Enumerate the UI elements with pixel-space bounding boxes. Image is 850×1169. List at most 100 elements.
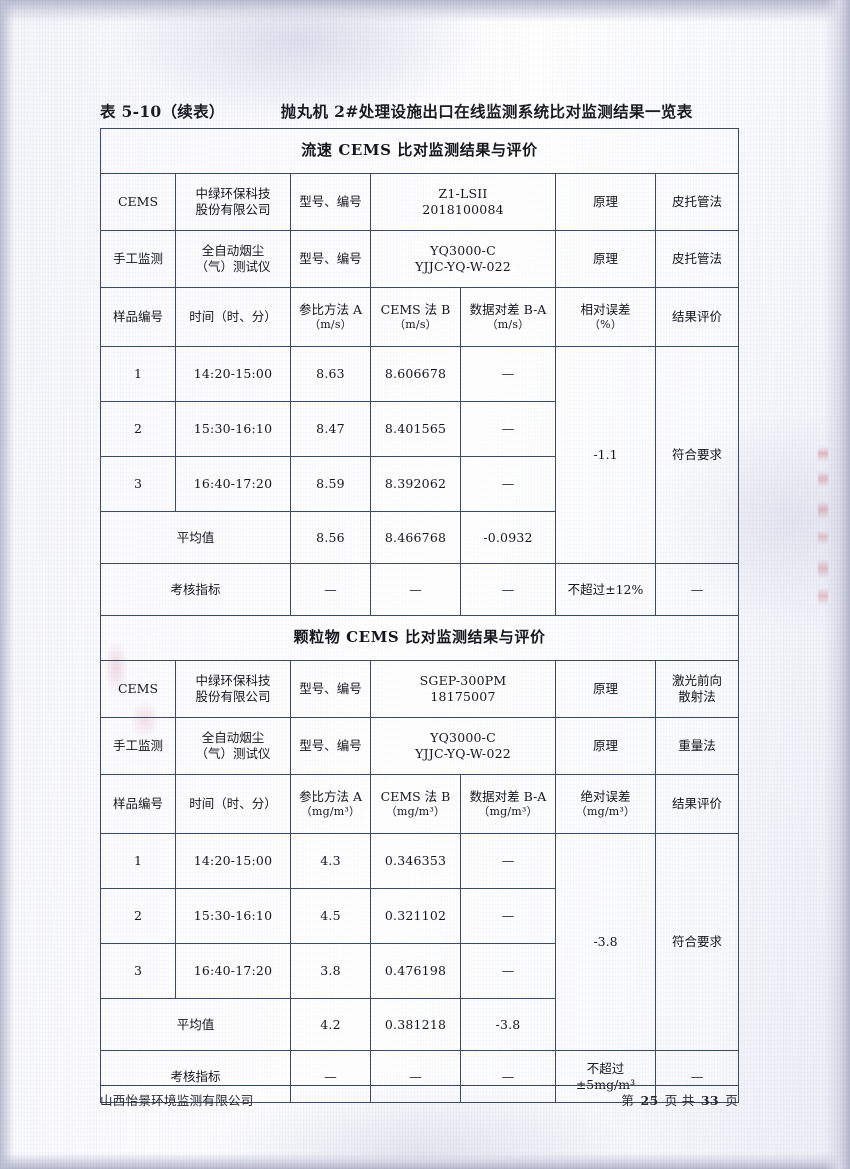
principle-value: 皮托管法 <box>654 173 740 231</box>
principle-label: 原理 <box>555 717 656 775</box>
cell-evaluation: 符合要求 <box>654 346 740 564</box>
col-diff-label: 数据对差 B-A <box>469 788 547 804</box>
page-prefix: 第 <box>621 1093 635 1108</box>
model-value: YQ3000-C YJJC-YQ-W-022 <box>370 717 556 775</box>
maker-line-2: （气）测试仪 <box>195 259 271 274</box>
cell-method-a: 8.63 <box>290 346 371 402</box>
principle-label: 原理 <box>555 173 656 231</box>
average-diff: -3.8 <box>460 998 556 1051</box>
comparison-results-table: 流速 CEMS 比对监测结果与评价 CEMS 中绿环保科技 股份有限公司 型号、… <box>99 128 740 1103</box>
col-evaluation: 结果评价 <box>654 774 740 834</box>
cell-method-b: 0.346353 <box>370 833 461 889</box>
col-method-a: 参比方法 A （mg/m³） <box>290 774 371 834</box>
cell-method-a: 4.3 <box>290 833 371 889</box>
col-diff: 数据对差 B-A （m/s） <box>460 287 556 347</box>
instrument-role: CEMS <box>100 660 176 718</box>
instrument-maker: 中绿环保科技 股份有限公司 <box>175 660 291 718</box>
maker-line-2: 股份有限公司 <box>195 202 271 217</box>
cell-time: 14:20-15:00 <box>175 833 291 889</box>
section-heading-flow: 流速 CEMS 比对监测结果与评价 <box>99 128 740 174</box>
col-method-a-unit: （mg/m³） <box>300 804 361 818</box>
cell-time: 16:40-17:20 <box>175 456 291 512</box>
instrument-row-cems-flow: CEMS 中绿环保科技 股份有限公司 型号、编号 Z1-LSII 2018100… <box>100 173 740 231</box>
instrument-maker: 中绿环保科技 股份有限公司 <box>175 173 291 231</box>
criteria-method-b: — <box>370 563 461 616</box>
maker-line-1: 全自动烟尘 <box>201 243 265 258</box>
maker-line-2: 股份有限公司 <box>195 689 271 704</box>
maker-line-1: 中绿环保科技 <box>195 186 271 201</box>
col-error-label: 绝对误差 <box>580 788 631 804</box>
col-evaluation: 结果评价 <box>654 287 740 347</box>
criteria-diff: — <box>460 1050 556 1103</box>
cell-method-b: 0.476198 <box>370 943 461 999</box>
maker-line-1: 中绿环保科技 <box>195 673 271 688</box>
model-line-2: YJJC-YQ-W-022 <box>415 259 511 274</box>
cell-time: 15:30-16:10 <box>175 401 291 457</box>
col-method-a: 参比方法 A （m/s） <box>290 287 371 347</box>
cell-method-a: 8.47 <box>290 401 371 457</box>
cell-evaluation: 符合要求 <box>654 833 740 1051</box>
cell-method-a: 3.8 <box>290 943 371 999</box>
principle-label: 原理 <box>555 660 656 718</box>
col-error: 绝对误差 （mg/m³） <box>555 774 656 834</box>
cell-absolute-error: -3.8 <box>555 833 656 1051</box>
section-heading-row: 颗粒物 CEMS 比对监测结果与评价 <box>99 615 740 661</box>
cell-method-b: 0.321102 <box>370 888 461 944</box>
instrument-role: CEMS <box>100 173 176 231</box>
model-label: 型号、编号 <box>290 173 371 231</box>
model-value: YQ3000-C YJJC-YQ-W-022 <box>370 230 556 288</box>
cell-time: 14:20-15:00 <box>175 346 291 402</box>
cell-sample-no: 2 <box>100 401 176 457</box>
page-edge-left <box>0 0 14 1169</box>
instrument-role: 手工监测 <box>100 230 176 288</box>
col-method-a-label: 参比方法 A <box>298 788 362 804</box>
cell-method-b: 8.401565 <box>370 401 461 457</box>
criteria-error: 不超过±12% <box>555 563 656 616</box>
col-diff-label: 数据对差 B-A <box>469 301 547 317</box>
model-value: Z1-LSII 2018100084 <box>370 173 556 231</box>
page-footer: 山西怡景环境监测有限公司 第 25 页 共 33 页 <box>100 1090 738 1109</box>
cell-sample-no: 2 <box>100 888 176 944</box>
column-header-row-particulate: 样品编号 时间（时、分） 参比方法 A （mg/m³） CEMS 法 B （mg… <box>100 774 740 834</box>
table-row: 3 16:40-17:20 3.8 0.476198 — <box>100 943 739 999</box>
col-error-unit: （%） <box>588 317 623 331</box>
cell-method-a: 8.59 <box>290 456 371 512</box>
average-method-a: 4.2 <box>290 998 371 1051</box>
average-diff: -0.0932 <box>460 511 556 564</box>
footer-pagination: 第 25 页 共 33 页 <box>621 1090 738 1109</box>
col-time: 时间（时、分） <box>175 774 291 834</box>
col-method-b-label: CEMS 法 B <box>380 788 451 804</box>
col-error-label: 相对误差 <box>580 301 631 317</box>
model-line-2: 2018100084 <box>422 202 504 217</box>
criteria-method-a: — <box>290 1050 371 1103</box>
col-method-a-unit: （m/s） <box>309 317 352 331</box>
instrument-row-cems-particulate: CEMS 中绿环保科技 股份有限公司 型号、编号 SGEP-300PM 1817… <box>100 660 740 718</box>
average-method-b: 8.466768 <box>370 511 461 564</box>
model-line-1: SGEP-300PM <box>419 673 507 688</box>
cell-diff: — <box>460 833 556 889</box>
cell-diff: — <box>460 346 556 402</box>
cell-method-a: 4.5 <box>290 888 371 944</box>
page-edge-right <box>824 0 850 1169</box>
page-current: 25 <box>640 1093 659 1108</box>
principle-value: 皮托管法 <box>654 230 740 288</box>
cell-sample-no: 1 <box>100 833 176 889</box>
cell-diff: — <box>460 943 556 999</box>
col-sample-no: 样品编号 <box>100 287 176 347</box>
col-method-b: CEMS 法 B （mg/m³） <box>370 774 461 834</box>
col-method-b-unit: （mg/m³） <box>385 804 446 818</box>
col-diff-unit: （mg/m³） <box>478 804 538 818</box>
cell-diff: — <box>460 456 556 512</box>
cell-sample-no: 3 <box>100 943 176 999</box>
cell-method-b: 8.606678 <box>370 346 461 402</box>
page-title: 抛丸机 2#处理设施出口在线监测系统比对监测结果一览表 <box>280 102 693 121</box>
model-line-1: YQ3000-C <box>430 243 496 258</box>
maker-line-2: （气）测试仪 <box>195 746 271 761</box>
page-edge-bottom <box>0 1153 850 1169</box>
model-value: SGEP-300PM 18175007 <box>370 660 556 718</box>
model-line-1: Z1-LSII <box>438 186 488 201</box>
criteria-error: 不超过±5mg/m³ <box>555 1050 656 1103</box>
cell-method-b: 8.392062 <box>370 456 461 512</box>
table-row: 3 16:40-17:20 8.59 8.392062 — <box>100 456 739 512</box>
principle-label: 原理 <box>555 230 656 288</box>
